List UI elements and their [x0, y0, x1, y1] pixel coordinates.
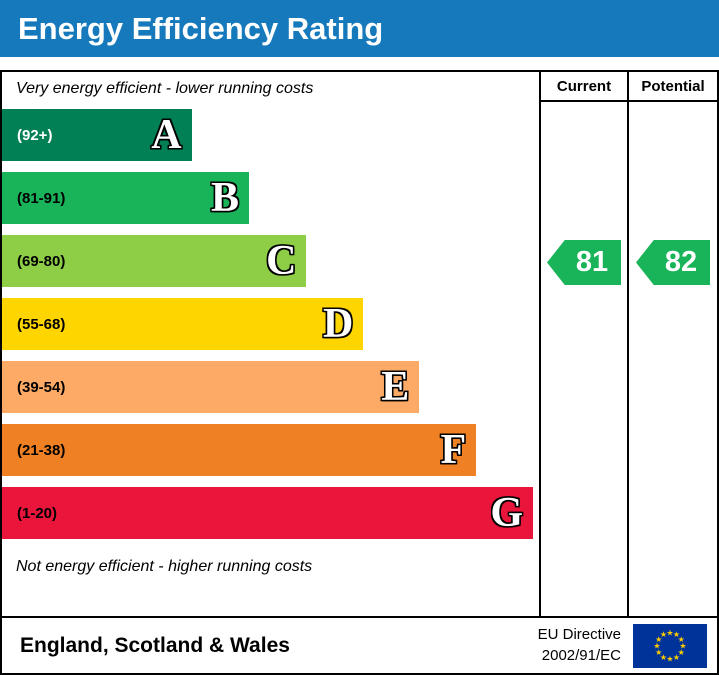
band-bar: (81-91) B: [2, 172, 250, 224]
eu-flag-star: ★: [660, 630, 667, 639]
band-letter: F: [440, 427, 467, 473]
band-bar: (1-20) G: [2, 487, 534, 539]
band-bar: (39-54) E: [2, 361, 420, 413]
eu-flag-star: ★: [678, 648, 685, 657]
current-rating-arrow: 81: [547, 240, 621, 285]
eu-flag-background: [633, 623, 707, 668]
band-range: (69-80): [17, 252, 66, 270]
bottom-note: Not energy efficient - higher running co…: [16, 558, 313, 575]
band-letter: E: [381, 364, 410, 410]
band-range: (81-91): [17, 189, 66, 207]
eu-directive-line1: EU Directive: [537, 626, 621, 644]
band-bar: (92+) A: [2, 109, 192, 161]
band-range: (55-68): [17, 315, 66, 333]
eu-flag-star: ★: [653, 641, 660, 650]
potential-column-cell: 82: [627, 102, 717, 616]
potential-column-header: Potential: [627, 72, 717, 102]
eu-flag-star: ★: [679, 641, 686, 650]
epc-chart-grid: Very energy efficient - lower running co…: [2, 72, 717, 618]
top-note: Very energy efficient - lower running co…: [16, 80, 314, 97]
band-range: (92+): [17, 126, 53, 144]
eu-flag-star: ★: [660, 652, 667, 661]
band-row: (92+) A: [2, 109, 539, 172]
eu-flag-stars: ★ ★★★★★★★★★★★: [653, 628, 686, 663]
band-letter: A: [151, 112, 182, 158]
potential-rating-value: 82: [664, 246, 698, 278]
band-row: (55-68) D: [2, 298, 539, 361]
band-range: (21-38): [17, 441, 66, 459]
band-letter: C: [266, 238, 297, 284]
bands: (92+) A (81-91) B (69-80) C (55-68) D (3…: [2, 106, 539, 550]
eu-flag-star: ★: [655, 635, 662, 644]
band-bar: (55-68) D: [2, 298, 364, 350]
footer: England, Scotland & Wales EU Directive 2…: [2, 618, 717, 673]
eu-flag-star: ★: [673, 630, 680, 639]
band-row: (21-38) F: [2, 424, 539, 487]
eu-flag-star: ★: [666, 654, 673, 663]
band-letter: D: [323, 301, 354, 347]
band-range: (1-20): [17, 504, 58, 522]
band-row: (69-80) C: [2, 235, 539, 298]
eu-flag-star: ★: [678, 635, 685, 644]
page-title: Energy Efficiency Rating: [18, 10, 384, 46]
band-range: (39-54): [17, 378, 66, 396]
eu-directive-line2: 2002/91/EC: [541, 646, 621, 664]
band-row: (81-91) B: [2, 172, 539, 235]
current-rating-value: 81: [575, 246, 609, 278]
title-bar: Energy Efficiency Rating: [0, 0, 719, 57]
band-letter: G: [490, 490, 524, 536]
band-bar: (69-80) C: [2, 235, 307, 287]
eu-directive-label: EU Directive 2002/91/EC: [538, 625, 621, 666]
band-row: (1-20) G: [2, 487, 539, 550]
current-column-cell: 81: [539, 102, 627, 616]
eu-flag-icon: ★ ★★★★★★★★★★★: [633, 623, 707, 668]
eu-flag-star: ★: [655, 648, 662, 657]
eu-flag-star: ★: [673, 652, 680, 661]
eu-flag-star: ★: [666, 628, 673, 637]
epc-chart-box: Very energy efficient - lower running co…: [0, 70, 719, 675]
rating-scale-area: Very energy efficient - lower running co…: [2, 72, 539, 616]
potential-rating-arrow: 82: [636, 240, 710, 285]
band-row: (39-54) E: [2, 361, 539, 424]
footer-region-label: England, Scotland & Wales: [20, 633, 290, 657]
band-bar: (21-38) F: [2, 424, 477, 476]
current-column-header: Current: [539, 72, 627, 102]
band-letter: B: [211, 175, 240, 221]
